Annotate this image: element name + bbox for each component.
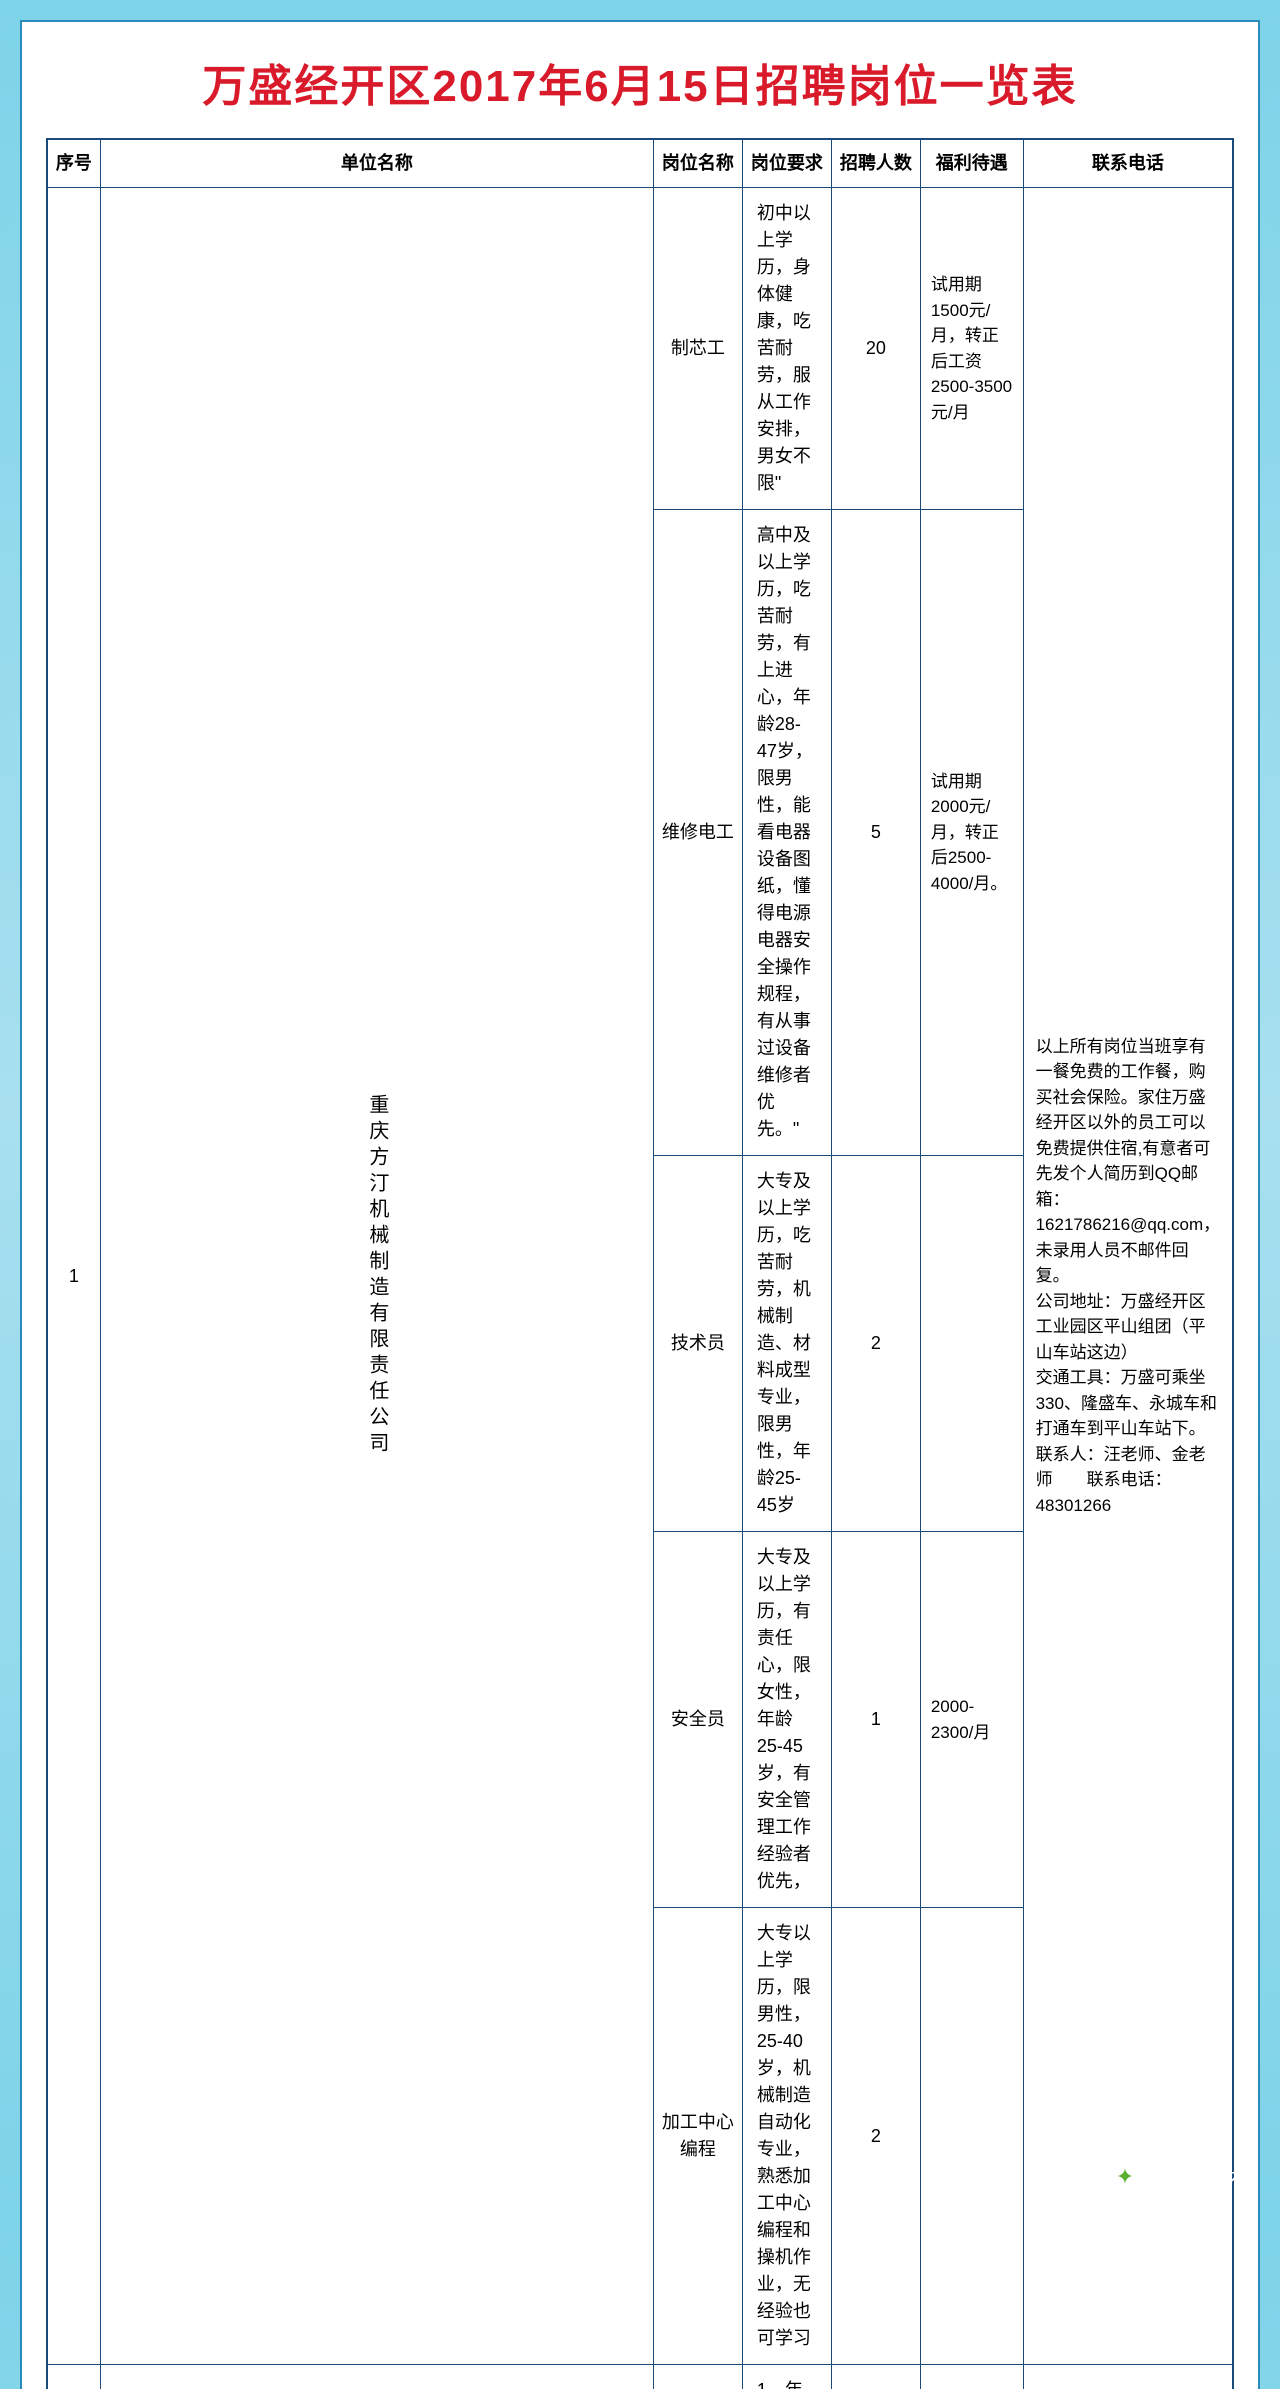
table-header-row: 序号 单位名称 岗位名称 岗位要求 招聘人数 福利待遇 联系电话 — [47, 139, 1233, 188]
cell-count: 2 — [831, 1908, 920, 2365]
cell-idx: 1 — [47, 188, 101, 2365]
job-table: 序号 单位名称 岗位名称 岗位要求 招聘人数 福利待遇 联系电话 1重庆方汀机械… — [46, 138, 1234, 2389]
wechat-icon: ✦ — [1108, 2160, 1142, 2194]
cell-position: 安全员 — [653, 1532, 742, 1908]
cell-count: 20 — [831, 188, 920, 510]
wechat-name: 万盛微发布 — [1150, 2163, 1250, 2192]
cell-benefit — [920, 1156, 1023, 1532]
cell-requirement: 大专及以上学历，有责任心，限女性，年龄25-45岁，有安全管理工作经验者优先， — [742, 1532, 831, 1908]
cell-position: 置业顾问 — [653, 2365, 742, 2389]
table-row: 2重庆市万盛区丰乐房产中介有限责任公司置业顾问1、年龄22岁以上，男女不限。 2… — [47, 2365, 1233, 2389]
cell-requirement: 高中及以上学历，吃苦耐劳，有上进心，年龄28-47岁，限男性，能看电器设备图纸，… — [742, 510, 831, 1156]
cell-benefit: 2000-2300/月 — [920, 1532, 1023, 1908]
cell-idx: 2 — [47, 2365, 101, 2389]
table-row: 1重庆方汀机械制造有限责任公司制芯工初中以上学历，身体健康，吃苦耐劳，服从工作安… — [47, 188, 1233, 510]
cell-company: 重庆方汀机械制造有限责任公司 — [100, 188, 653, 2365]
cell-count: 1 — [831, 1532, 920, 1908]
wechat-badge: ✦ 万盛微发布 — [1108, 2160, 1250, 2194]
cell-position: 制芯工 — [653, 188, 742, 510]
cell-requirement: 大专以上学历，限男性，25-40岁，机械制造自动化专业，熟悉加工中心编程和操机作… — [742, 1908, 831, 2365]
cell-benefit: 底薪（1600-2200）+提成+奖金+保险+话费补贴+生日礼品+节日礼品+旅游 — [920, 2365, 1023, 2389]
cell-contact: 联系电话：48272786 15823811381吴经理 18581498910… — [1023, 2365, 1233, 2389]
cell-count: 2 — [831, 1156, 920, 1532]
cell-position: 加工中心编程 — [653, 1908, 742, 2365]
cell-requirement: 大专及以上学历，吃苦耐劳，机械制造、材料成型专业，限男性，年龄25-45岁 — [742, 1156, 831, 1532]
cell-contact: 以上所有岗位当班享有一餐免费的工作餐，购买社会保险。家住万盛经开区以外的员工可以… — [1023, 188, 1233, 2365]
cell-count: 5 — [831, 510, 920, 1156]
cell-benefit — [920, 1908, 1023, 2365]
col-pos: 岗位名称 — [653, 139, 742, 188]
col-idx: 序号 — [47, 139, 101, 188]
page-title: 万盛经开区2017年6月15日招聘岗位一览表 — [22, 22, 1258, 138]
cell-benefit: 试用期1500元/月，转正后工资2500-3500元/月 — [920, 188, 1023, 510]
cell-count: 5 — [831, 2365, 920, 2389]
cell-requirement: 1、年龄22岁以上，男女不限。 2、有激情，有梦想，热爱销售行业。 — [742, 2365, 831, 2389]
poster-frame: 万盛经开区2017年6月15日招聘岗位一览表 序号 单位名称 岗位名称 岗位要求… — [20, 20, 1260, 2389]
col-company: 单位名称 — [100, 139, 653, 188]
cell-position: 技术员 — [653, 1156, 742, 1532]
col-req: 岗位要求 — [742, 139, 831, 188]
cell-position: 维修电工 — [653, 510, 742, 1156]
cell-requirement: 初中以上学历，身体健康，吃苦耐劳，服从工作安排，男女不限" — [742, 188, 831, 510]
col-contact: 联系电话 — [1023, 139, 1233, 188]
cell-benefit: 试用期2000元/月，转正后2500-4000/月。 — [920, 510, 1023, 1156]
col-count: 招聘人数 — [831, 139, 920, 188]
cell-company: 重庆市万盛区丰乐房产中介有限责任公司 — [100, 2365, 653, 2389]
col-benefit: 福利待遇 — [920, 139, 1023, 188]
